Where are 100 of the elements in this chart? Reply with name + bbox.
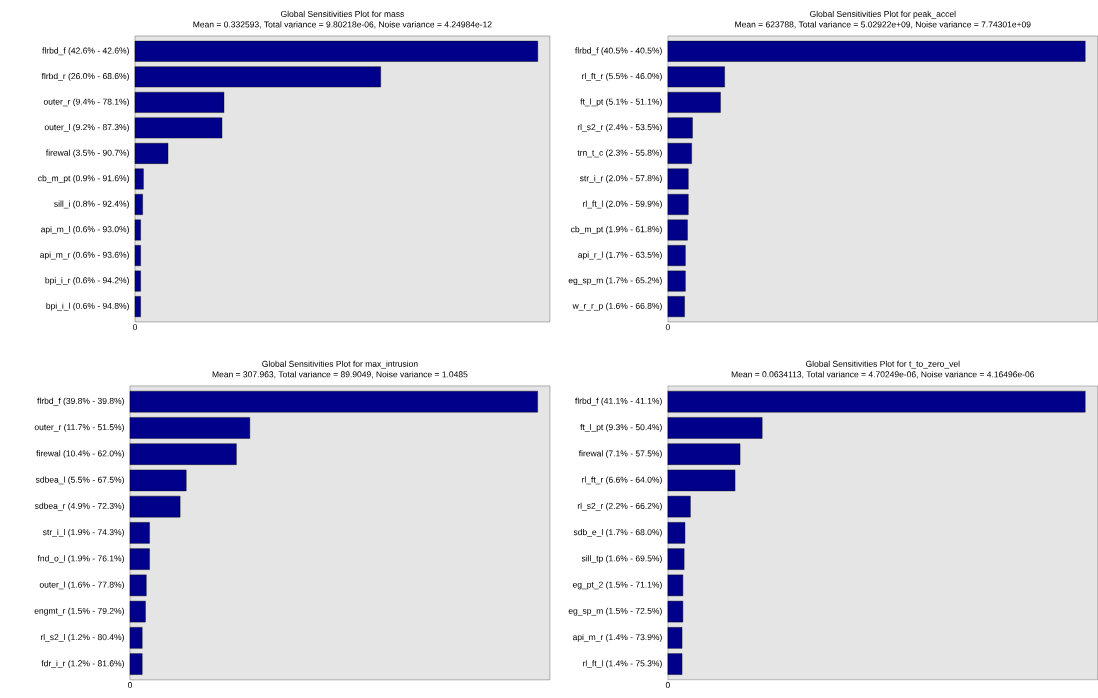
chart-subtitle: Mean = 623788, Total variance = 5.02922e+09, Noise variance = 7.74301e+09 bbox=[735, 21, 1031, 29]
y-tick-label: trn_t_c (2.3% - 55.8%) bbox=[577, 149, 662, 158]
bar bbox=[134, 117, 223, 139]
y-tick-label: str_i_l (1.9% - 74.3%) bbox=[42, 528, 124, 537]
y-tick-label: cb_m_pt (1.9% - 61.8%) bbox=[571, 226, 662, 235]
y-tick-label: rl_s2_r (2.4% - 53.5%) bbox=[577, 124, 662, 132]
bar bbox=[129, 574, 147, 597]
chart-title: Global Sensitivities Plot for mass bbox=[280, 10, 404, 18]
chart-title: Global Sensitivities Plot for max_intrusion bbox=[262, 360, 418, 369]
bar bbox=[129, 496, 181, 518]
y-tick-label: outer_l (9.2% - 87.3%) bbox=[44, 124, 129, 132]
bar bbox=[129, 522, 150, 544]
y-tick-label: flrbd_f (42.6% - 42.6%) bbox=[42, 47, 129, 56]
bar bbox=[667, 296, 685, 318]
bar bbox=[667, 627, 683, 649]
y-tick-label: api_m_l (0.6% - 93.0%) bbox=[41, 226, 129, 235]
text: 0 bbox=[665, 324, 670, 331]
bar bbox=[134, 245, 141, 267]
bar bbox=[129, 443, 237, 465]
bar bbox=[129, 469, 187, 492]
y-tick-label: engmt_r (1.5% - 79.2%) bbox=[34, 607, 124, 616]
y-tick-label: firewal (7.1% - 57.5%) bbox=[578, 450, 662, 459]
y-tick-label: sdb_e_l (1.7% - 68.0%) bbox=[573, 528, 662, 537]
bar bbox=[667, 653, 683, 675]
y-tick-label: api_m_r (1.4% - 73.9%) bbox=[572, 633, 662, 642]
y-tick-label: sdbea_l (5.5% - 67.5%) bbox=[35, 476, 124, 485]
bar bbox=[667, 194, 689, 215]
text: 0 bbox=[127, 682, 132, 689]
y-tick-label: flrbd_f (39.8% - 39.8%) bbox=[37, 397, 124, 406]
y-tick-label: sdbea_r (4.9% - 72.3%) bbox=[34, 502, 124, 511]
bar bbox=[667, 117, 693, 139]
bar bbox=[134, 168, 144, 190]
bar bbox=[134, 143, 169, 164]
y-tick-label: outer_r (11.7% - 51.5%) bbox=[34, 424, 124, 432]
bar bbox=[129, 417, 251, 439]
y-tick-label: sill_tp (1.6% - 69.5%) bbox=[581, 555, 662, 564]
bar bbox=[667, 522, 686, 544]
bar bbox=[129, 627, 143, 649]
y-tick-label: eg_sp_m (1.7% - 65.2%) bbox=[568, 277, 662, 286]
bar bbox=[667, 143, 692, 164]
y-tick-label: outer_l (1.6% - 77.8%) bbox=[39, 581, 124, 590]
y-tick-label: rl_s2_l (1.2% - 80.4%) bbox=[40, 633, 124, 642]
chart-subtitle: Mean = 307.963, Total variance = 89.9049, Noise variance = 1.0485 bbox=[212, 371, 468, 379]
bar bbox=[667, 496, 691, 518]
y-tick-label: rl_s2_r (2.2% - 66.2%) bbox=[577, 502, 662, 511]
y-tick-label: cb_m_pt (0.9% - 91.6%) bbox=[38, 175, 129, 183]
chart-title: Global Sensitivities Plot for peak_accel bbox=[810, 10, 956, 19]
text: 0 bbox=[665, 682, 670, 689]
bar bbox=[667, 469, 736, 492]
y-tick-label: bpi_i_r (0.6% - 94.2%) bbox=[45, 277, 129, 286]
bar bbox=[134, 194, 143, 215]
bar bbox=[134, 270, 141, 292]
y-tick-label: firewal (10.4% - 62.0%) bbox=[36, 450, 124, 459]
y-tick-label: str_i_r (2.0% - 57.8%) bbox=[579, 175, 662, 183]
y-tick-label: api_m_r (0.6% - 93.6%) bbox=[40, 251, 129, 260]
bar bbox=[129, 653, 143, 675]
y-tick-label: api_r_l (1.7% - 63.5%) bbox=[578, 251, 662, 260]
y-tick-label: eg_sp_m (1.5% - 72.5%) bbox=[568, 607, 662, 616]
y-tick-label: rl_ft_l (1.4% - 75.3%) bbox=[583, 660, 662, 669]
y-tick-label: flrbd_f (40.5% - 40.5%) bbox=[575, 47, 662, 56]
bar bbox=[667, 574, 684, 597]
y-tick-label: firewal (3.5% - 90.7%) bbox=[45, 149, 129, 158]
bar bbox=[667, 66, 725, 88]
y-tick-label: ft_l_pt (9.3% - 50.4%) bbox=[580, 424, 662, 432]
y-tick-label: rl_ft_r (5.5% - 46.0%) bbox=[582, 72, 662, 81]
bar bbox=[129, 548, 150, 570]
bar bbox=[129, 600, 146, 623]
bar bbox=[134, 66, 381, 88]
y-tick-label: rl_ft_r (6.6% - 64.0%) bbox=[582, 476, 662, 485]
bar bbox=[134, 296, 141, 318]
bar bbox=[667, 168, 689, 190]
bar bbox=[667, 270, 686, 292]
chart-subtitle: Mean = 0.0634113, Total variance = 4.70249e-06, Noise variance = 4.16496e-06 bbox=[731, 371, 1035, 379]
y-tick-label: rl_ft_l (2.0% - 59.9%) bbox=[583, 200, 662, 209]
y-tick-label: eg_pt_2 (1.5% - 71.1%) bbox=[572, 581, 662, 590]
bar bbox=[667, 417, 763, 439]
bar bbox=[667, 548, 685, 570]
bar bbox=[667, 92, 721, 113]
y-tick-label: flrbd_f (41.1% - 41.1%) bbox=[575, 397, 662, 406]
bar bbox=[667, 600, 684, 623]
y-tick-label: ft_l_pt (5.1% - 51.1%) bbox=[580, 98, 662, 107]
text: 0 bbox=[132, 324, 137, 331]
bar bbox=[667, 391, 1086, 413]
y-tick-label: fnd_o_l (1.9% - 76.1%) bbox=[37, 555, 124, 564]
y-tick-label: sill_i (0.8% - 92.4%) bbox=[54, 200, 129, 209]
chart-title: Global Sensitivities Plot for t_to_zero_vel bbox=[805, 360, 960, 369]
bar bbox=[667, 443, 741, 465]
bar bbox=[134, 219, 141, 241]
y-tick-label: fdr_i_r (1.2% - 81.6%) bbox=[41, 660, 124, 669]
bar bbox=[667, 219, 688, 241]
bar bbox=[667, 40, 1086, 62]
bar bbox=[134, 92, 225, 113]
chart-subtitle: Mean = 0.332593, Total variance = 9.80218e-06, Noise variance = 4.24984e-12 bbox=[193, 21, 492, 29]
bar bbox=[667, 245, 686, 267]
bar bbox=[134, 40, 538, 62]
bar bbox=[129, 391, 538, 413]
y-tick-label: flrbd_r (26.0% - 68.6%) bbox=[41, 72, 129, 81]
y-tick-label: outer_r (9.4% - 78.1%) bbox=[43, 98, 129, 107]
y-tick-label: w_r_r_p (1.6% - 66.8%) bbox=[572, 302, 662, 311]
y-tick-label: bpi_i_l (0.6% - 94.8%) bbox=[46, 302, 129, 311]
